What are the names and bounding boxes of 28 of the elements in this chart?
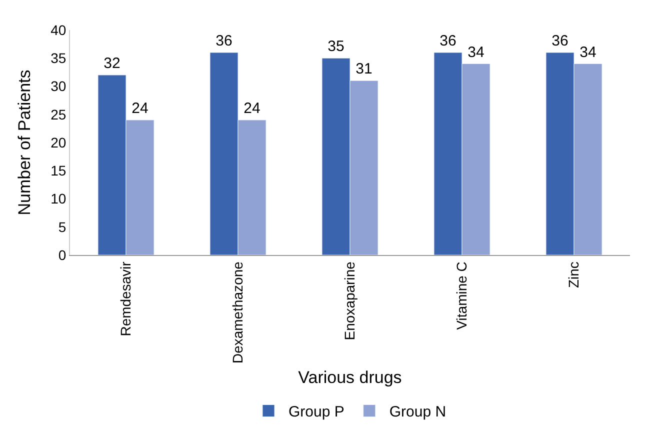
x-tick-label: Zinc (566, 262, 582, 288)
data-label: 36 (552, 32, 568, 50)
data-label: 24 (244, 100, 260, 117)
y-axis-title: Number of Patients (15, 70, 34, 216)
y-tick-label: 20 (50, 134, 66, 150)
x-tick-label: Vitamine C (454, 262, 470, 330)
y-tick-label: 5 (58, 218, 66, 235)
legend-label: Group N (389, 404, 446, 421)
data-label: 31 (356, 60, 372, 78)
legend-label: Group P (288, 404, 344, 421)
x-tick-label: Dexamethazone (230, 261, 246, 364)
y-tick-label: 30 (50, 78, 66, 94)
y-tick-label: 40 (50, 22, 66, 38)
x-axis-title: Various drugs (298, 368, 402, 387)
x-tick-label: Enoxaparine (342, 261, 358, 340)
y-tick-label: 15 (50, 162, 66, 179)
y-tick-label: 35 (50, 50, 66, 66)
data-label: 35 (328, 38, 344, 56)
data-label: 36 (216, 32, 232, 50)
data-label: 24 (132, 100, 148, 117)
y-tick-label: 0 (58, 246, 66, 263)
data-label: 34 (580, 44, 596, 61)
data-label: 34 (468, 44, 484, 61)
y-tick-label: 10 (50, 190, 66, 207)
data-label: 36 (440, 32, 456, 50)
y-tick-label: 25 (50, 106, 66, 122)
data-label: 32 (104, 55, 120, 72)
x-tick-label: Remdesavir (118, 261, 134, 336)
